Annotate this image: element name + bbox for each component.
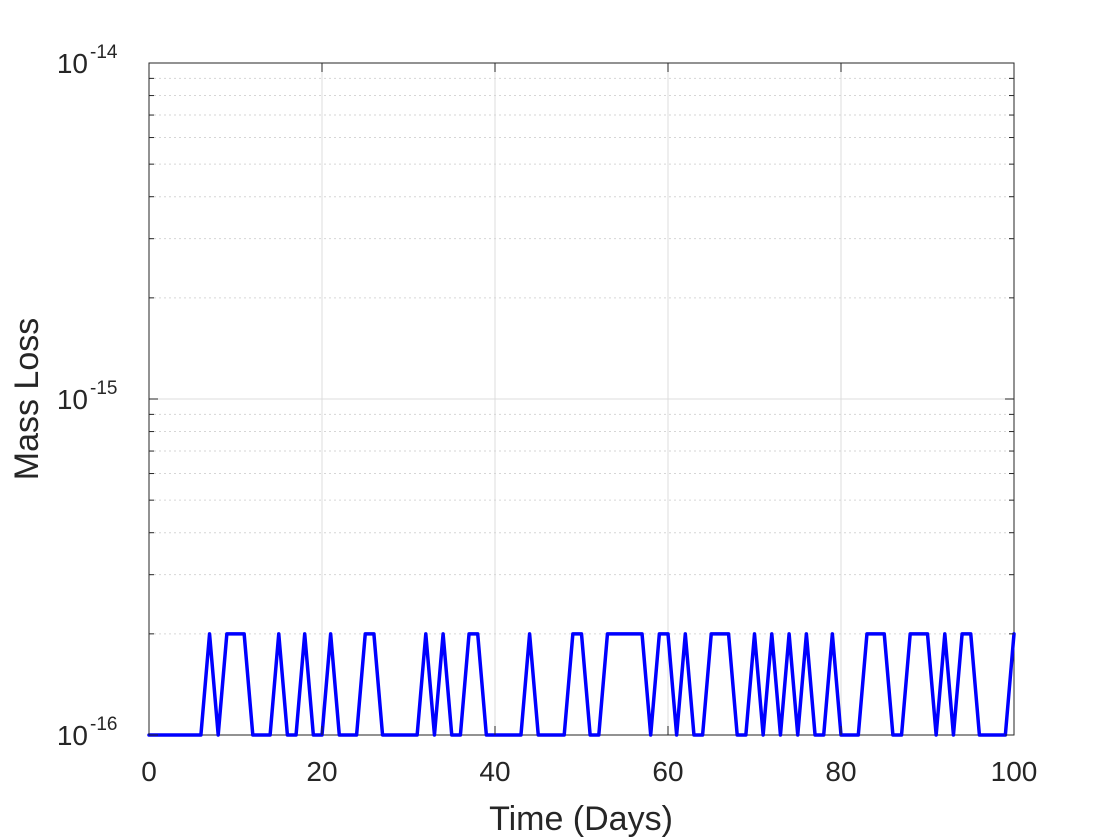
y-tick-label: 10 -14 <box>57 42 118 79</box>
x-tick-label: 0 <box>141 756 157 787</box>
x-tick-label: 40 <box>479 756 510 787</box>
y-tick-exponent: -16 <box>90 714 117 735</box>
tick-marks <box>148 62 1015 736</box>
y-tick-exponent: -15 <box>90 378 117 399</box>
x-tick-label: 100 <box>991 756 1038 787</box>
y-tick-base: 10 <box>57 384 88 415</box>
y-axis-title: Mass Loss <box>8 318 46 481</box>
y-tick-base: 10 <box>57 48 88 79</box>
y-tick-base: 10 <box>57 720 88 751</box>
x-tick-label: 20 <box>306 756 337 787</box>
x-tick-label: 60 <box>652 756 683 787</box>
x-tick-labels: 0 20 40 60 80 100 <box>141 756 1037 787</box>
series-layer <box>147 632 1016 737</box>
y-tick-exponent: -14 <box>90 42 118 63</box>
y-tick-label: 10 -15 <box>57 378 118 415</box>
series-line <box>147 632 1016 737</box>
x-tick-label: 80 <box>825 756 856 787</box>
y-tick-label: 10 -16 <box>57 714 118 751</box>
x-axis-title: Time (Days) <box>489 800 673 838</box>
